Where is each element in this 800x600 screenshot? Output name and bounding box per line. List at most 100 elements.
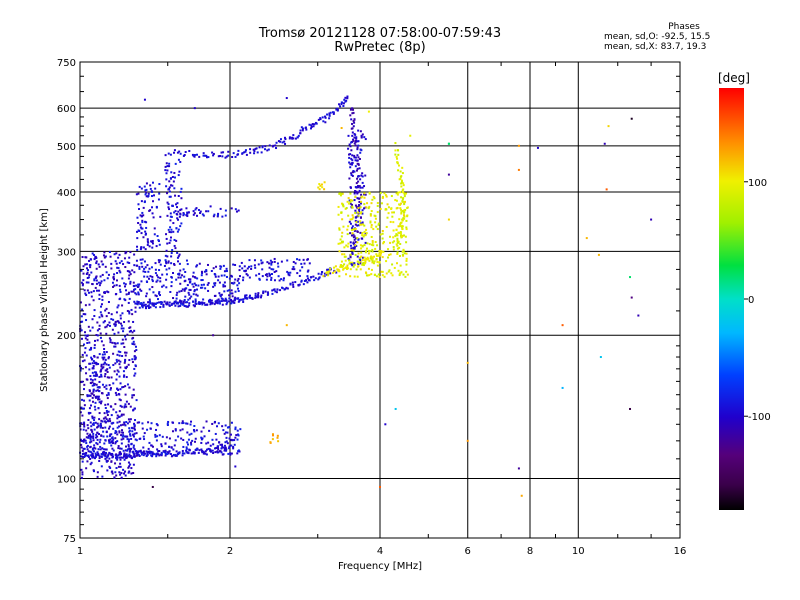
echo-point bbox=[150, 422, 153, 425]
echo-point bbox=[103, 320, 106, 323]
echo-point bbox=[89, 266, 92, 269]
echo-point bbox=[217, 155, 220, 158]
echo-point bbox=[383, 275, 386, 278]
echo-point bbox=[230, 289, 233, 292]
echo-point bbox=[398, 164, 401, 167]
echo-point bbox=[376, 261, 379, 264]
echo-point bbox=[168, 180, 171, 183]
echo-point bbox=[114, 432, 117, 435]
echo-point bbox=[362, 264, 365, 267]
echo-point bbox=[140, 453, 143, 456]
echo-point bbox=[147, 192, 150, 195]
echo-point bbox=[224, 209, 227, 212]
echo-point bbox=[351, 205, 354, 208]
echo-point bbox=[136, 248, 139, 251]
echo-point bbox=[190, 441, 193, 444]
echo-point bbox=[158, 291, 161, 294]
echo-point bbox=[110, 433, 113, 436]
echo-point bbox=[185, 207, 188, 210]
echo-point bbox=[208, 429, 211, 432]
echo-point bbox=[128, 310, 131, 313]
echo-point bbox=[107, 363, 110, 366]
echo-point bbox=[115, 455, 118, 458]
echo-point bbox=[399, 191, 402, 194]
echo-point bbox=[520, 494, 523, 497]
echo-point bbox=[213, 282, 216, 285]
echo-point bbox=[373, 260, 376, 263]
echo-point bbox=[396, 237, 399, 240]
echo-point bbox=[310, 126, 313, 129]
echo-point bbox=[226, 431, 229, 434]
echo-point bbox=[303, 262, 306, 265]
echo-point bbox=[605, 188, 608, 191]
echo-point bbox=[349, 275, 352, 278]
echo-point bbox=[132, 444, 135, 447]
echo-point bbox=[170, 262, 173, 265]
echo-point bbox=[378, 249, 381, 252]
echo-point bbox=[231, 300, 234, 303]
echo-point bbox=[629, 407, 632, 410]
echo-point bbox=[108, 440, 111, 443]
echo-point bbox=[381, 270, 384, 273]
echo-point bbox=[165, 162, 168, 165]
echo-point bbox=[356, 177, 359, 180]
echo-point bbox=[145, 307, 148, 310]
echo-point bbox=[102, 254, 105, 257]
echo-point bbox=[368, 243, 371, 246]
echo-point bbox=[223, 448, 226, 451]
echo-point bbox=[119, 290, 122, 293]
echo-point bbox=[296, 272, 299, 275]
echo-point bbox=[358, 200, 361, 203]
echo-point bbox=[92, 299, 95, 302]
echo-point bbox=[87, 269, 90, 272]
echo-point bbox=[217, 279, 220, 282]
echo-point bbox=[213, 213, 216, 216]
echo-point bbox=[347, 225, 350, 228]
echo-point bbox=[234, 263, 237, 266]
echo-point bbox=[177, 276, 180, 279]
echo-point bbox=[261, 145, 264, 148]
echo-point bbox=[91, 448, 94, 451]
echo-point bbox=[361, 209, 364, 212]
echo-point bbox=[136, 245, 139, 248]
echo-point bbox=[112, 318, 115, 321]
echo-point bbox=[359, 178, 362, 181]
echo-point bbox=[146, 264, 149, 267]
echo-point bbox=[219, 294, 222, 297]
echo-point bbox=[113, 332, 116, 335]
echo-point bbox=[180, 437, 183, 440]
echo-point bbox=[132, 408, 135, 411]
echo-point bbox=[116, 421, 119, 424]
echo-point bbox=[172, 297, 175, 300]
echo-point bbox=[146, 428, 149, 431]
echo-point bbox=[141, 265, 144, 268]
echo-point bbox=[352, 139, 355, 142]
echo-point bbox=[89, 362, 92, 365]
echo-point bbox=[230, 421, 233, 424]
echo-point bbox=[148, 450, 151, 453]
echo-point bbox=[168, 162, 171, 165]
echo-point bbox=[341, 192, 344, 195]
echo-point bbox=[370, 273, 373, 276]
echo-point bbox=[117, 331, 120, 334]
echo-point bbox=[124, 385, 127, 388]
echo-point bbox=[375, 258, 378, 261]
echo-point bbox=[372, 228, 375, 231]
echo-point bbox=[100, 465, 103, 468]
echo-point bbox=[227, 426, 230, 429]
echo-point bbox=[218, 300, 221, 303]
echo-point bbox=[141, 258, 144, 261]
echo-point bbox=[186, 301, 189, 304]
echo-point bbox=[126, 455, 129, 458]
echo-point bbox=[143, 260, 146, 263]
echo-point bbox=[396, 157, 399, 160]
echo-point bbox=[120, 413, 123, 416]
echo-point bbox=[114, 342, 117, 345]
echo-point bbox=[354, 195, 357, 198]
echo-point bbox=[351, 206, 354, 209]
echo-point bbox=[149, 427, 152, 430]
echo-point bbox=[375, 225, 378, 228]
echo-point bbox=[367, 110, 370, 113]
colorbar-tick-label: 0 bbox=[748, 295, 754, 306]
echo-point bbox=[172, 222, 175, 225]
